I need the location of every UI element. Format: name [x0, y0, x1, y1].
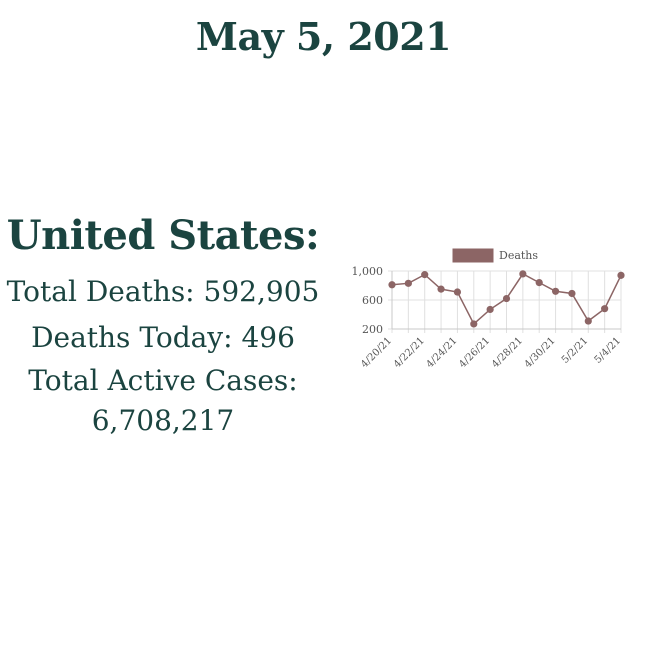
data-point [551, 287, 560, 295]
active-cases-value: 6,708,217 [91, 404, 235, 437]
data-point [584, 317, 592, 325]
y-tick-label: 1,000 [352, 265, 384, 278]
active-cases: Total Active Cases: 6,708,217 [0, 361, 326, 441]
data-point [437, 285, 445, 293]
data-point [453, 288, 462, 296]
y-tick-label: 200 [362, 323, 383, 336]
x-tick-label: 4/30/21 [523, 335, 558, 370]
x-tick-label: 4/24/21 [425, 335, 460, 370]
data-point [388, 281, 396, 289]
x-tick-label: 5/4/21 [593, 335, 624, 366]
legend-label: Deaths [499, 249, 538, 262]
data-point [568, 289, 576, 298]
deaths-today: Deaths Today: 496 [0, 315, 326, 361]
active-cases-label: Total Active Cases: [28, 364, 298, 397]
deaths-chart-svg: 2006001,0004/20/214/22/214/24/214/26/214… [352, 248, 625, 370]
date-title: May 5, 2021 [195, 14, 452, 59]
country-title: United States: [6, 212, 320, 259]
y-tick-label: 600 [362, 294, 383, 307]
data-point [486, 305, 494, 314]
x-tick-label: 4/20/21 [359, 335, 394, 370]
data-point [421, 271, 429, 279]
total-deaths-label: Total Deaths: [6, 275, 195, 308]
data-point [601, 305, 609, 313]
total-deaths-value: 592,905 [203, 275, 320, 308]
deaths-today-value: 496 [241, 321, 295, 354]
stats-panel: United States: Total Deaths: 592,905 Dea… [0, 212, 326, 441]
total-deaths: Total Deaths: 592,905 [0, 269, 326, 315]
x-tick-label: 5/2/21 [560, 335, 591, 366]
x-tick-label: 4/22/21 [392, 335, 427, 370]
deaths-today-label: Deaths Today: [31, 321, 233, 354]
x-tick-label: 4/28/21 [490, 335, 525, 370]
data-point [519, 270, 527, 278]
legend-swatch [452, 248, 494, 263]
data-point [470, 320, 478, 328]
x-tick-label: 4/26/21 [457, 335, 492, 370]
data-point [535, 279, 543, 287]
deaths-chart: 200 600 1,000 4/20/21 4/22/21 4/24/21 4/26/21 4… [340, 240, 640, 400]
data-point [502, 294, 511, 303]
data-point [617, 271, 625, 279]
data-point [404, 279, 412, 287]
